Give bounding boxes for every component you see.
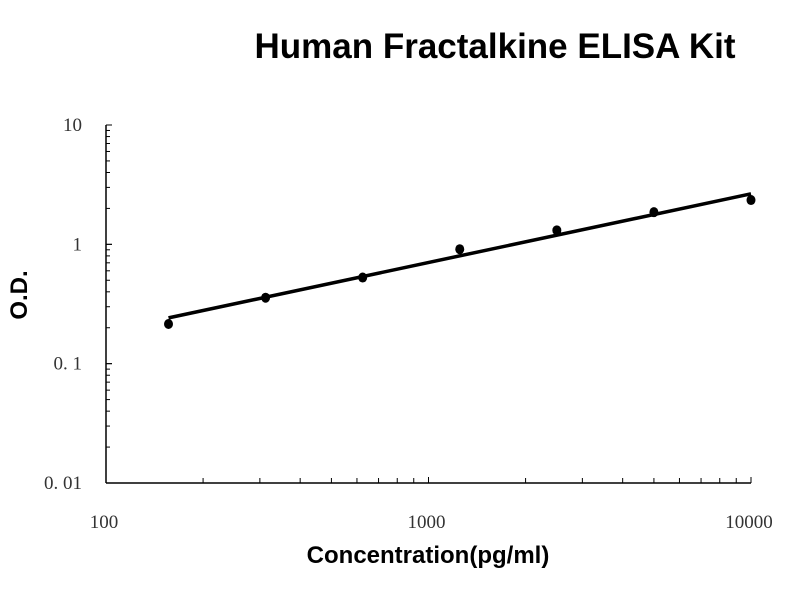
y-tick-label: 1 [73,234,83,255]
y-axis-label: O.D. [6,270,33,319]
data-point [164,318,174,329]
y-tick-label: 10 [63,115,82,136]
x-tick-label: 10000 [725,512,773,533]
data-point [261,292,271,303]
x-axis-label: Concentration(pg/ml) [307,542,550,569]
y-tick-label: 0. 1 [54,354,83,375]
fit-line [168,192,752,320]
data-point [746,195,756,206]
data-point [358,272,368,283]
chart-title: Human Fractalkine ELISA Kit [254,27,735,66]
axes: 10 1 0. 1 0. 01 100 1000 10000 [44,115,773,533]
data-marks [164,192,756,329]
data-point [455,244,465,255]
data-point [649,207,659,218]
data-point [552,225,562,236]
x-tick-label: 100 [90,512,119,533]
y-tick-label: 0. 01 [44,473,82,494]
x-tick-label: 1000 [408,512,446,533]
